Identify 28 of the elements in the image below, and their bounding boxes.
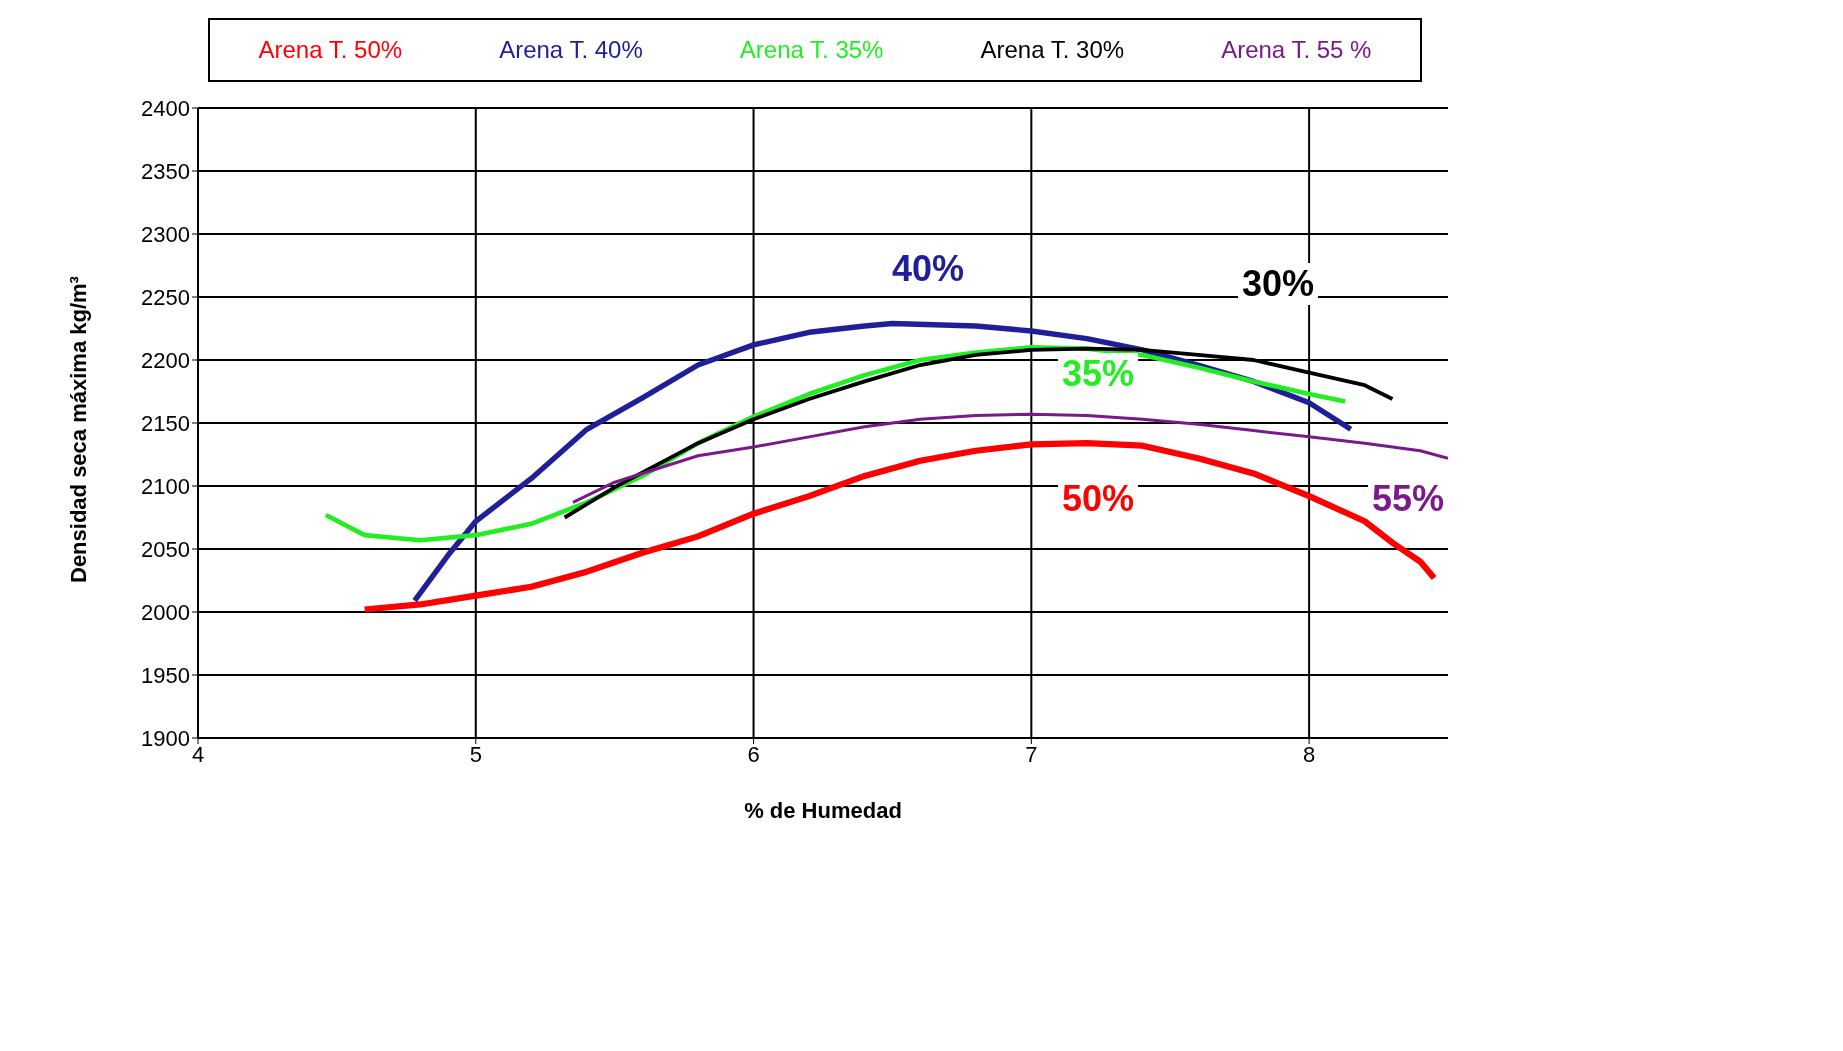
x-tick-label: 5 — [469, 741, 482, 767]
y-tick-label: 2100 — [141, 473, 190, 499]
x-axis-title: % de Humedad — [744, 798, 902, 823]
annotation: 55% — [1368, 478, 1449, 520]
annotation: 30% — [1238, 263, 1319, 305]
x-tick-label: 4 — [191, 741, 205, 767]
y-tick-label: 2050 — [141, 536, 190, 562]
y-tick-label: 2350 — [141, 158, 190, 184]
x-tick-label: 7 — [1025, 741, 1038, 767]
y-tick-label: 2200 — [141, 347, 190, 373]
y-tick-label: 1950 — [141, 662, 190, 688]
y-tick-label: 2150 — [141, 410, 190, 436]
x-tick-label: 8 — [1302, 741, 1316, 767]
annotation: 40% — [888, 248, 969, 290]
text: Arena T. 30% — [980, 36, 1125, 64]
y-tick-label: 2300 — [141, 221, 190, 247]
text: Arena T. 50% — [258, 36, 403, 64]
text: Arena T. 40% — [499, 36, 643, 64]
text: Arena T. 55 % — [1221, 36, 1372, 64]
y-tick-label: 2250 — [141, 284, 190, 310]
annotation: 50% — [1058, 478, 1139, 520]
annotation: 35% — [1058, 353, 1139, 395]
x-tick-label: 6 — [747, 741, 760, 767]
y-tick-label: 2000 — [141, 599, 190, 625]
text: Arena T. 35% — [739, 36, 884, 64]
y-axis-title: Densidad seca máxima kg/m³ — [65, 276, 91, 583]
y-tick-label: 2400 — [141, 95, 190, 121]
y-tick-label: 1900 — [141, 725, 190, 751]
